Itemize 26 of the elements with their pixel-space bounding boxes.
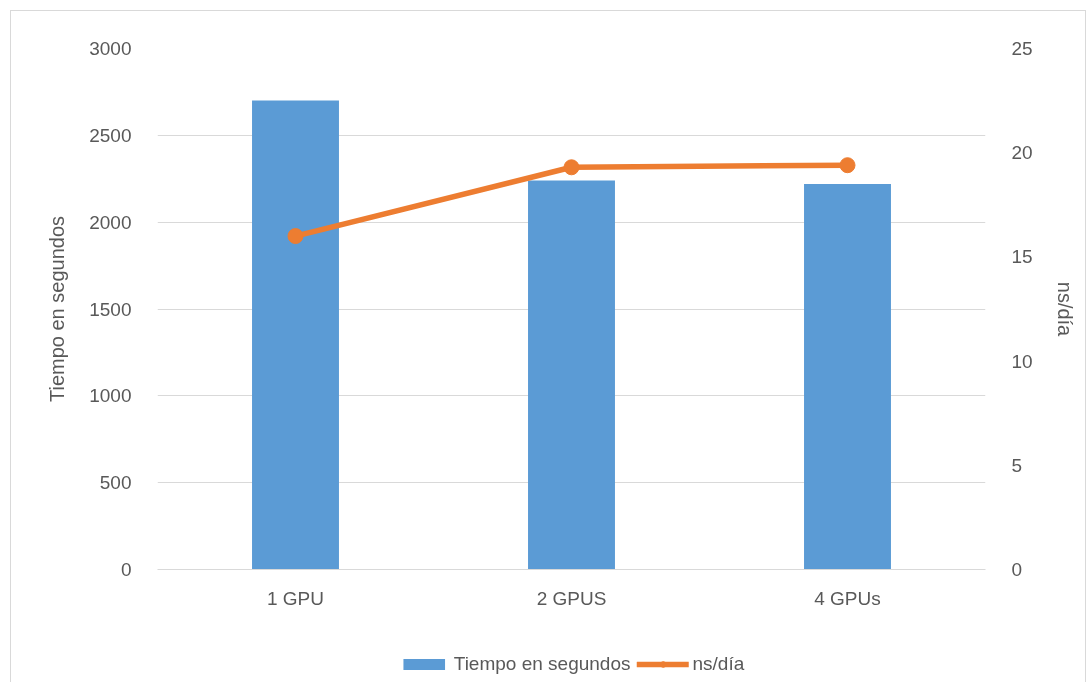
- y2-tick-label: 25: [1011, 38, 1033, 59]
- x-tick-label: 2 GPUS: [536, 587, 607, 609]
- y2-tick-label: 5: [1011, 454, 1023, 476]
- y-tick-label: 3000: [89, 38, 132, 59]
- y2-tick-label: 20: [1011, 142, 1033, 164]
- y-axis-title: Tiempo en segundos: [46, 215, 69, 403]
- x-tick-label: 4 GPUs: [814, 587, 881, 609]
- legend-label: Tiempo en segundos: [453, 653, 631, 675]
- x-tick-label: 1 GPU: [266, 587, 325, 609]
- y-tick-label: 2000: [89, 211, 132, 233]
- y-tick-label: 2500: [89, 124, 132, 146]
- y2-tick-label: 15: [1011, 246, 1033, 268]
- y2-axis-title: ns/día: [1053, 281, 1076, 338]
- point: [287, 228, 304, 245]
- y2-tick-label: 0: [1011, 559, 1023, 580]
- legend-label: ns/día: [692, 653, 745, 675]
- point: [563, 159, 580, 176]
- bar: [804, 183, 891, 570]
- y-tick-label: 1500: [89, 298, 132, 320]
- y-tick-label: 0: [120, 559, 132, 580]
- bar: [252, 100, 339, 570]
- y-tick-label: 500: [99, 472, 132, 494]
- bar: [528, 180, 615, 570]
- y-tick-label: 1000: [89, 385, 132, 407]
- point: [839, 157, 856, 174]
- y2-tick-label: 10: [1011, 350, 1033, 372]
